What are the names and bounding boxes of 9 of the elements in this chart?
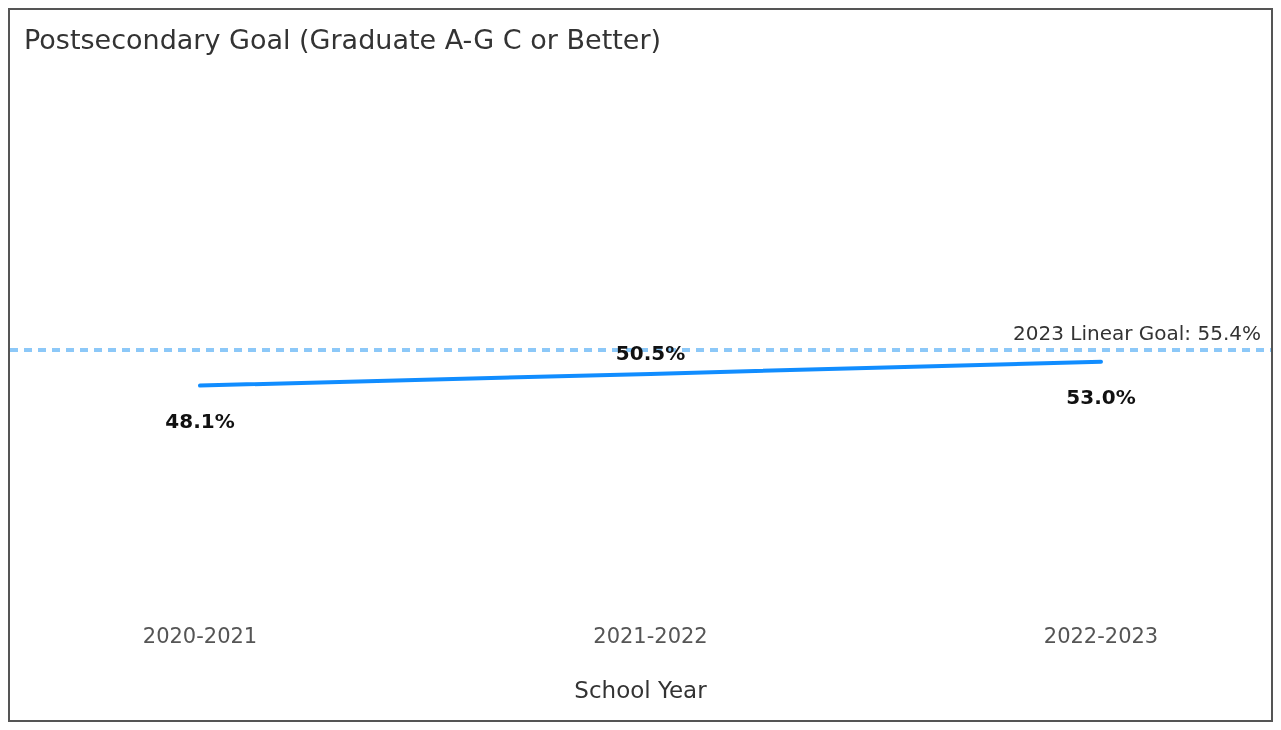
data-label: 50.5% xyxy=(615,340,686,365)
chart-title: Postsecondary Goal (Graduate A-G C or Better) xyxy=(24,24,662,55)
data-label: 53.0% xyxy=(1066,384,1136,409)
ref-line-label: 2023 Linear Goal: 55.4% xyxy=(1013,321,1261,345)
x-tick-label: 2022-2023 xyxy=(1043,623,1159,648)
x-tick-label: 2020-2021 xyxy=(142,623,258,648)
x-axis-title: School Year xyxy=(574,677,708,703)
data-label: 48.1% xyxy=(165,408,235,433)
x-tick-label: 2021-2022 xyxy=(593,623,708,648)
